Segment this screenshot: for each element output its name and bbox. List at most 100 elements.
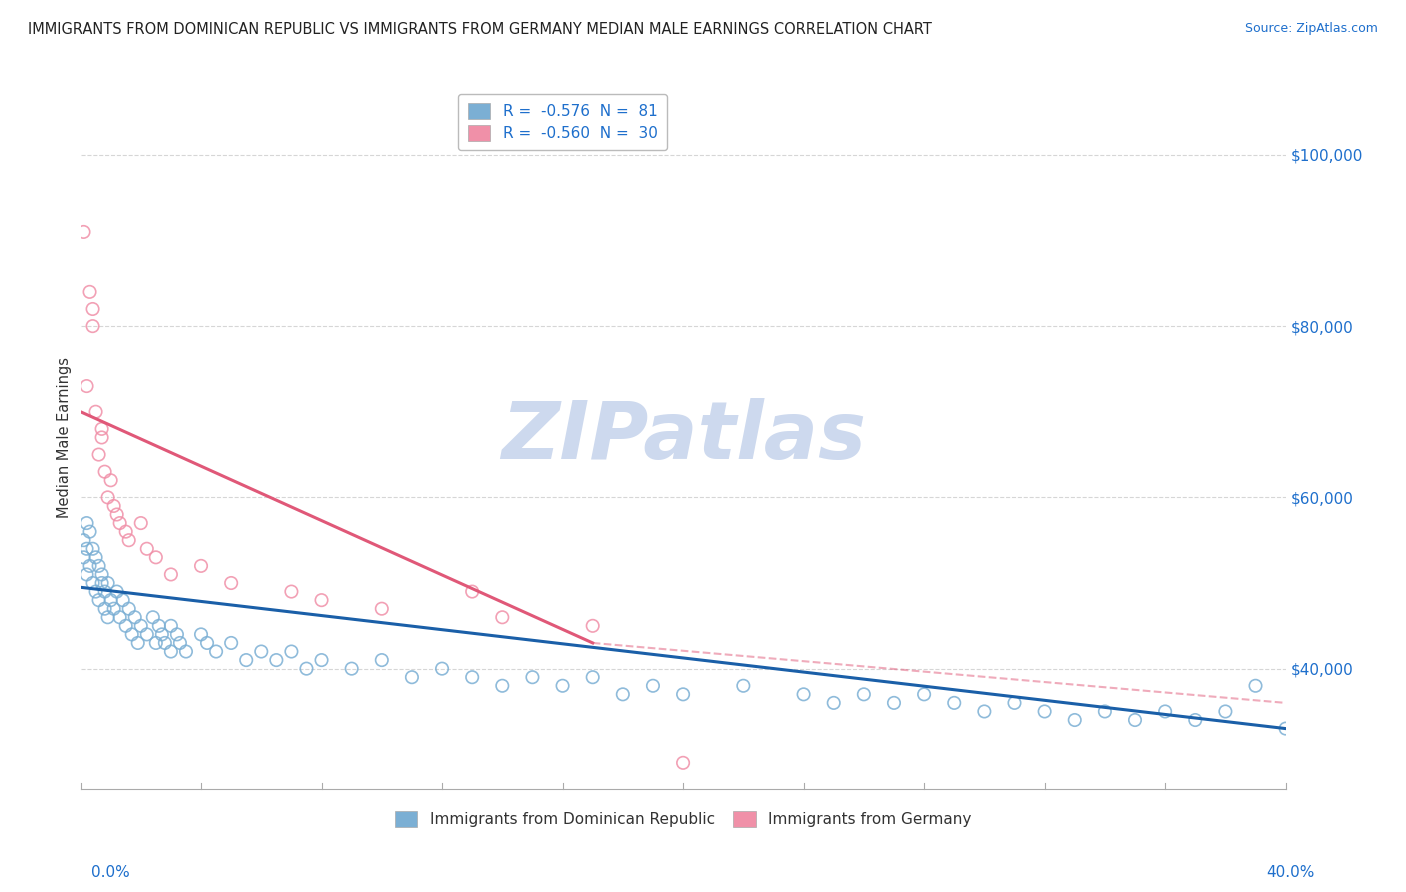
Point: [491, 610, 513, 624]
Point: [76, 567, 98, 582]
Y-axis label: Median Male Earnings: Median Male Earnings: [58, 357, 72, 518]
Point: [82, 541, 104, 556]
Point: [105, 508, 128, 522]
Point: [72, 225, 94, 239]
Point: [82, 576, 104, 591]
Text: IMMIGRANTS FROM DOMINICAN REPUBLIC VS IMMIGRANTS FROM GERMANY MEDIAN MALE EARNIN: IMMIGRANTS FROM DOMINICAN REPUBLIC VS IM…: [28, 22, 932, 37]
Point: [943, 696, 966, 710]
Point: [912, 687, 935, 701]
Point: [72, 533, 94, 548]
Point: [1274, 722, 1296, 736]
Point: [823, 696, 845, 710]
Point: [129, 516, 152, 530]
Text: 0.0%: 0.0%: [91, 865, 131, 880]
Point: [150, 627, 173, 641]
Point: [733, 679, 755, 693]
Point: [76, 541, 98, 556]
Point: [160, 567, 183, 582]
Point: [93, 601, 115, 615]
Point: [87, 448, 110, 462]
Point: [311, 593, 333, 607]
Point: [1184, 713, 1206, 727]
Point: [127, 636, 149, 650]
Point: [641, 679, 664, 693]
Point: [430, 662, 453, 676]
Point: [90, 576, 112, 591]
Point: [135, 541, 157, 556]
Point: [84, 584, 107, 599]
Point: [672, 756, 695, 770]
Point: [129, 619, 152, 633]
Point: [76, 516, 98, 530]
Point: [672, 687, 695, 701]
Point: [103, 499, 125, 513]
Point: [97, 576, 120, 591]
Point: [76, 379, 98, 393]
Point: [121, 627, 143, 641]
Point: [82, 301, 104, 316]
Point: [461, 670, 484, 684]
Point: [87, 558, 110, 573]
Point: [235, 653, 257, 667]
Point: [166, 627, 188, 641]
Point: [1123, 713, 1146, 727]
Point: [108, 610, 131, 624]
Point: [82, 319, 104, 334]
Point: [84, 405, 107, 419]
Point: [1094, 705, 1116, 719]
Point: [169, 636, 191, 650]
Point: [522, 670, 544, 684]
Point: [582, 670, 605, 684]
Point: [114, 619, 136, 633]
Point: [90, 430, 112, 444]
Point: [311, 653, 333, 667]
Point: [219, 636, 242, 650]
Point: [118, 533, 141, 548]
Point: [1244, 679, 1267, 693]
Point: [160, 619, 183, 633]
Point: [145, 550, 167, 565]
Point: [142, 610, 165, 624]
Point: [219, 576, 242, 591]
Point: [1154, 705, 1177, 719]
Point: [145, 636, 167, 650]
Point: [100, 473, 122, 487]
Point: [340, 662, 363, 676]
Point: [883, 696, 905, 710]
Point: [371, 653, 394, 667]
Point: [551, 679, 574, 693]
Point: [973, 705, 995, 719]
Point: [97, 491, 120, 505]
Point: [491, 679, 513, 693]
Point: [195, 636, 218, 650]
Point: [153, 636, 176, 650]
Point: [280, 644, 302, 658]
Point: [97, 610, 120, 624]
Point: [1004, 696, 1026, 710]
Point: [1033, 705, 1056, 719]
Point: [84, 550, 107, 565]
Point: [100, 593, 122, 607]
Point: [280, 584, 302, 599]
Point: [250, 644, 273, 658]
Point: [118, 601, 141, 615]
Point: [79, 558, 101, 573]
Point: [90, 567, 112, 582]
Point: [111, 593, 134, 607]
Point: [79, 524, 101, 539]
Point: [79, 285, 101, 299]
Point: [582, 619, 605, 633]
Point: [105, 584, 128, 599]
Text: ZIPatlas: ZIPatlas: [501, 399, 866, 476]
Point: [124, 610, 146, 624]
Point: [114, 524, 136, 539]
Point: [461, 584, 484, 599]
Point: [205, 644, 228, 658]
Point: [1215, 705, 1237, 719]
Point: [93, 584, 115, 599]
Point: [266, 653, 288, 667]
Point: [401, 670, 423, 684]
Point: [72, 550, 94, 565]
Point: [612, 687, 634, 701]
Text: 40.0%: 40.0%: [1267, 865, 1315, 880]
